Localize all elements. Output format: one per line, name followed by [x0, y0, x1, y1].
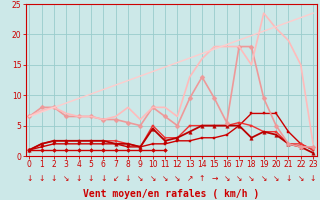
Text: ↓: ↓: [125, 174, 131, 183]
Text: ↘: ↘: [236, 174, 242, 183]
Text: ↓: ↓: [76, 174, 82, 183]
Text: ↘: ↘: [224, 174, 230, 183]
Text: ↓: ↓: [88, 174, 94, 183]
Text: Vent moyen/en rafales ( km/h ): Vent moyen/en rafales ( km/h ): [83, 189, 259, 199]
Text: ↘: ↘: [298, 174, 304, 183]
Text: ↘: ↘: [149, 174, 156, 183]
Text: ↓: ↓: [51, 174, 57, 183]
Text: ↘: ↘: [260, 174, 267, 183]
Text: ↘: ↘: [63, 174, 69, 183]
Text: ↗: ↗: [187, 174, 193, 183]
Text: ↙: ↙: [113, 174, 119, 183]
Text: ↓: ↓: [38, 174, 45, 183]
Text: ↘: ↘: [137, 174, 144, 183]
Text: ↓: ↓: [285, 174, 292, 183]
Text: ↑: ↑: [199, 174, 205, 183]
Text: ↓: ↓: [26, 174, 33, 183]
Text: ↓: ↓: [100, 174, 107, 183]
Text: ↘: ↘: [162, 174, 168, 183]
Text: ↘: ↘: [273, 174, 279, 183]
Text: ↓: ↓: [310, 174, 316, 183]
Text: →: →: [211, 174, 218, 183]
Text: ↘: ↘: [248, 174, 255, 183]
Text: ↘: ↘: [174, 174, 180, 183]
